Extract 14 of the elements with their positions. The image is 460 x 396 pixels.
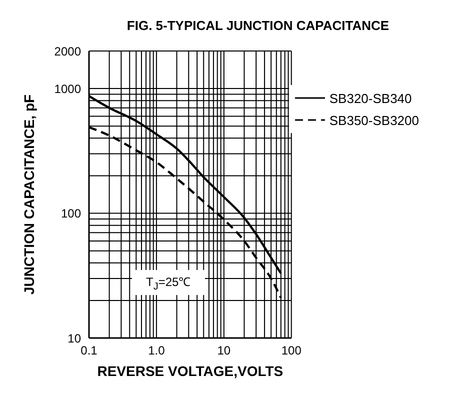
x-axis-title: REVERSE VOLTAGE,VOLTS (97, 363, 284, 379)
annotation: T$_{J}$=25℃ (132, 270, 205, 296)
y-tick-label: 2000 (54, 44, 82, 58)
legend-label: SB320-SB340 (329, 90, 412, 106)
y-tick-label: 100 (60, 206, 82, 221)
legend-label: SB350-SB3200 (329, 112, 419, 128)
x-tick-label: 10 (217, 344, 231, 358)
chart-title: FIG. 5-TYPICAL JUNCTION CAPACITANCE (126, 18, 390, 33)
y-axis-title: JUNCTION CAPACITANCE, pF (20, 94, 37, 295)
y-tick-label: 1000 (54, 82, 82, 96)
x-tick-label: 1.0 (148, 344, 166, 358)
y-tick-label: 10 (68, 331, 82, 346)
x-tick-label: 100 (281, 344, 302, 358)
x-tick-label: 0.1 (80, 344, 98, 358)
